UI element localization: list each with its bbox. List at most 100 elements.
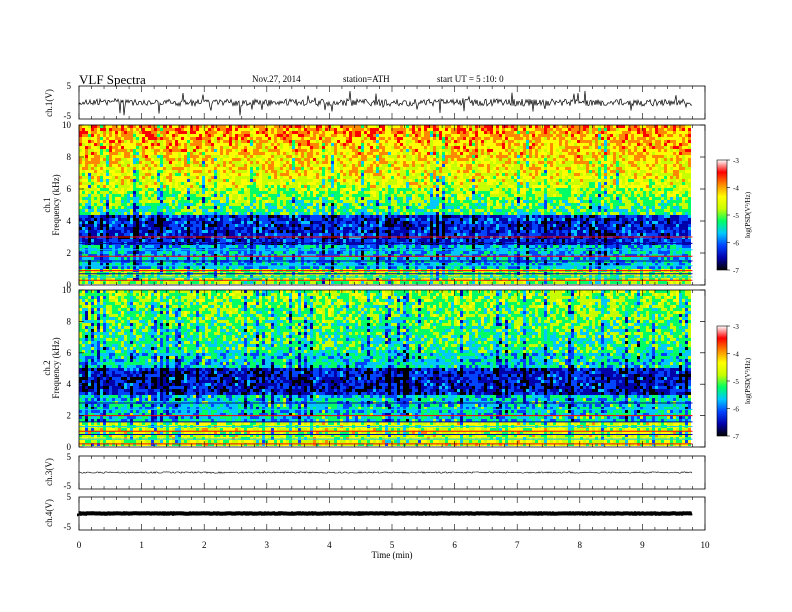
spectrogram-cell xyxy=(148,239,151,242)
spectrogram-cell xyxy=(340,203,343,206)
spectrogram-cell xyxy=(184,227,187,230)
spectrogram-cell xyxy=(331,125,334,128)
spectrogram-cell xyxy=(160,179,163,182)
spectrogram-cell xyxy=(229,230,232,233)
spectrogram-cell xyxy=(118,149,121,152)
spectrogram-cell xyxy=(274,197,277,200)
spectrogram-cell xyxy=(268,239,271,242)
spectrogram-cell xyxy=(292,251,295,254)
spectrogram-cell xyxy=(232,155,235,158)
spectrogram-cell xyxy=(187,257,190,260)
spectrogram-cell xyxy=(313,137,316,140)
spectrogram-cell xyxy=(226,173,229,176)
spectrogram-cell xyxy=(184,167,187,170)
spectrogram-cell xyxy=(151,257,154,260)
spectrogram-cell xyxy=(208,173,211,176)
spectrogram-cell xyxy=(274,206,277,209)
spectrogram-cell xyxy=(298,266,301,269)
spectrogram-cell xyxy=(265,257,268,260)
spectrogram-cell xyxy=(322,254,325,257)
spectrogram-cell xyxy=(103,128,106,131)
spectrogram-cell xyxy=(283,263,286,266)
spectrogram-cell xyxy=(268,152,271,155)
spectrogram-cell xyxy=(133,224,136,227)
spectrogram-cell xyxy=(298,182,301,185)
spectrogram-cell xyxy=(247,137,250,140)
spectrogram-cell xyxy=(355,134,358,137)
spectrogram-cell xyxy=(82,230,85,233)
spectrogram-cell xyxy=(235,224,238,227)
spectrogram-cell xyxy=(271,215,274,218)
spectrogram-cell xyxy=(181,131,184,134)
spectrogram-cell xyxy=(232,179,235,182)
spectrogram-cell xyxy=(274,239,277,242)
spectrogram-cell xyxy=(292,134,295,137)
spectrogram-cell xyxy=(217,218,220,221)
spectrogram-cell xyxy=(136,185,139,188)
spectrogram-cell xyxy=(106,161,109,164)
spectrogram-cell xyxy=(109,266,112,269)
spectrogram-cell xyxy=(118,254,121,257)
spectrogram-cell xyxy=(274,146,277,149)
spectrogram-cell xyxy=(247,191,250,194)
spectrogram-cell xyxy=(205,167,208,170)
spectrogram-cell xyxy=(184,134,187,137)
spectrogram-cell xyxy=(151,245,154,248)
spectrogram-cell xyxy=(163,155,166,158)
spectrogram-cell xyxy=(130,230,133,233)
spectrogram-cell xyxy=(199,188,202,191)
spectrogram-cell xyxy=(277,278,280,281)
spectrogram-cell xyxy=(175,212,178,215)
spectrogram-cell xyxy=(343,218,346,221)
spectrogram-cell xyxy=(232,185,235,188)
spectrogram-cell xyxy=(220,200,223,203)
spectrogram-cell xyxy=(178,239,181,242)
spectrogram-cell xyxy=(160,134,163,137)
spectrogram-cell xyxy=(151,281,154,284)
spectrogram-cell xyxy=(310,206,313,209)
spectrogram-cell xyxy=(118,131,121,134)
spectrogram-cell xyxy=(322,146,325,149)
spectrogram-cell xyxy=(79,143,82,146)
spectrogram-cell xyxy=(313,230,316,233)
spectrogram-cell xyxy=(178,170,181,173)
spectrogram-cell xyxy=(307,224,310,227)
spectrogram-cell xyxy=(88,257,91,260)
spectrogram-cell xyxy=(352,245,355,248)
spectrogram-cell xyxy=(310,140,313,143)
spectrogram-cell xyxy=(247,182,250,185)
spectrogram-cell xyxy=(109,212,112,215)
spectrogram-cell xyxy=(262,197,265,200)
spectrogram-cell xyxy=(289,278,292,281)
spectrogram-cell xyxy=(91,146,94,149)
spectrogram-cell xyxy=(196,218,199,221)
spectrogram-cell xyxy=(229,173,232,176)
spectrogram-cell xyxy=(310,125,313,128)
spectrogram-cell xyxy=(250,185,253,188)
spectrogram-cell xyxy=(106,143,109,146)
spectrogram-cell xyxy=(316,254,319,257)
spectrogram-cell xyxy=(244,137,247,140)
spectrogram-cell xyxy=(136,230,139,233)
spectrogram-cell xyxy=(148,281,151,284)
spectrogram-cell xyxy=(286,233,289,236)
spectrogram-cell xyxy=(274,173,277,176)
spectrogram-cell xyxy=(166,209,169,212)
spectrogram-cell xyxy=(280,158,283,161)
spectrogram-cell xyxy=(283,128,286,131)
spectrogram-cell xyxy=(244,155,247,158)
spectrogram-cell xyxy=(304,146,307,149)
spectrogram-cell xyxy=(85,197,88,200)
spectrogram-cell xyxy=(175,173,178,176)
spectrogram-cell xyxy=(235,152,238,155)
spectrogram-cell xyxy=(277,143,280,146)
spectrogram-cell xyxy=(283,227,286,230)
spectrogram-cell xyxy=(196,149,199,152)
spectrogram-cell xyxy=(244,257,247,260)
spectrogram-cell xyxy=(241,254,244,257)
spectrogram-cell xyxy=(307,266,310,269)
spectrogram-cell xyxy=(241,182,244,185)
spectrogram-cell xyxy=(208,263,211,266)
spectrogram-cell xyxy=(133,164,136,167)
spectrogram-cell xyxy=(253,212,256,215)
